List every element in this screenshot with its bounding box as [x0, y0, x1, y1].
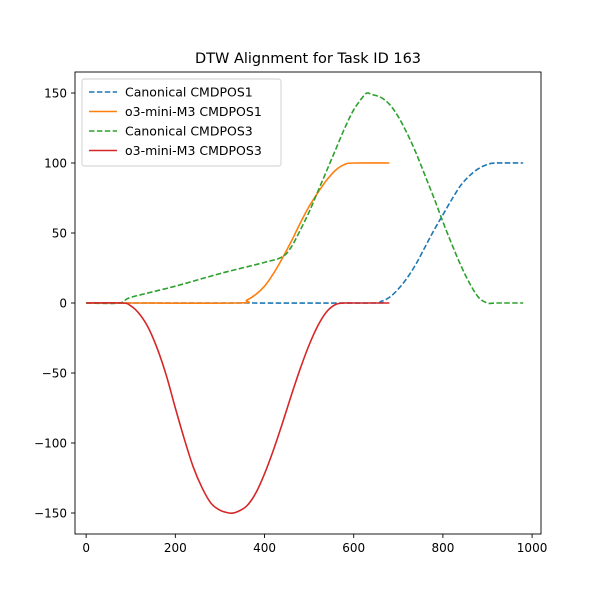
legend-label-4: o3-mini-M3 CMDPOS3: [125, 143, 262, 158]
chart-title: DTW Alignment for Task ID 163: [195, 51, 421, 67]
y-tick-label: −100: [34, 436, 67, 450]
y-tick-label: 0: [59, 296, 67, 310]
legend-label-3: Canonical CMDPOS3: [125, 124, 253, 139]
legend-label-1: Canonical CMDPOS1: [125, 85, 253, 100]
series-line-2: [86, 162, 390, 305]
axes-layer: 0 200 400 600 800 1000 −150 −100 −50 0 50 100 150: [34, 71, 548, 555]
series-layer: [86, 92, 524, 515]
y-tick-label: 150: [44, 86, 67, 100]
y-tick-label: 50: [52, 226, 67, 240]
y-tick-label: −150: [34, 506, 67, 520]
x-tick-label: 0: [82, 541, 90, 555]
y-tick-label: −50: [42, 366, 67, 380]
series-line-3: [86, 92, 524, 305]
x-tick-label: 600: [342, 541, 365, 555]
x-tick-label: 1000: [517, 541, 548, 555]
x-tick-label: 800: [431, 541, 454, 555]
legend-label-2: o3-mini-M3 CMDPOS1: [125, 104, 262, 119]
x-tick-label: 200: [164, 541, 187, 555]
legend-box: [81, 78, 282, 167]
x-tick-label: 400: [253, 541, 276, 555]
series-line-1: [86, 162, 524, 304]
legend: Canonical CMDPOS1 o3-mini-M3 CMDPOS1 Canon…: [81, 78, 282, 167]
series-line-4: [86, 301, 390, 515]
y-tick-label: 100: [44, 156, 67, 170]
